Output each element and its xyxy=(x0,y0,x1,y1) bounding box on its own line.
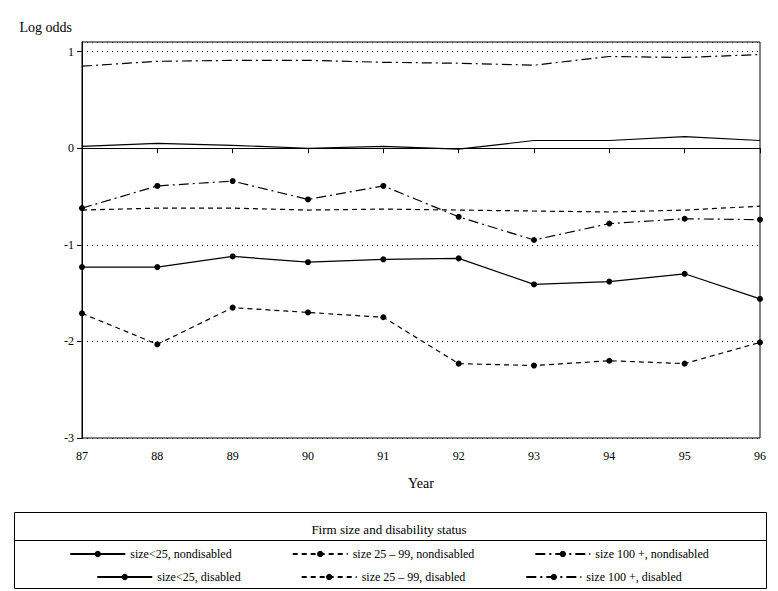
svg-text:88: 88 xyxy=(151,449,163,463)
svg-text:Log odds: Log odds xyxy=(20,20,73,35)
svg-text:95: 95 xyxy=(679,449,691,463)
svg-text:size<25, disabled: size<25, disabled xyxy=(157,570,240,584)
svg-text:size 25 – 99, nondisabled: size 25 – 99, nondisabled xyxy=(353,547,475,561)
svg-text:93: 93 xyxy=(528,449,540,463)
svg-text:1: 1 xyxy=(68,45,74,59)
svg-text:92: 92 xyxy=(453,449,465,463)
svg-text:0: 0 xyxy=(68,141,74,155)
svg-text:96: 96 xyxy=(754,449,766,463)
svg-text:Year: Year xyxy=(408,476,434,491)
svg-text:90: 90 xyxy=(302,449,314,463)
svg-text:-2: -2 xyxy=(64,334,74,348)
svg-text:-1: -1 xyxy=(64,238,74,252)
svg-text:size 100 +, nondisabled: size 100 +, nondisabled xyxy=(595,547,708,561)
svg-text:89: 89 xyxy=(227,449,239,463)
svg-text:91: 91 xyxy=(377,449,389,463)
svg-text:-3: -3 xyxy=(64,431,74,445)
svg-text:size<25, nondisabled: size<25, nondisabled xyxy=(130,547,231,561)
svg-text:size 100 +, disabled: size 100 +, disabled xyxy=(586,570,681,584)
svg-text:Firm size and disability statu: Firm size and disability status xyxy=(311,522,466,537)
svg-text:size 25 – 99, disabled: size 25 – 99, disabled xyxy=(362,570,466,584)
svg-text:87: 87 xyxy=(76,449,88,463)
svg-text:94: 94 xyxy=(603,449,615,463)
